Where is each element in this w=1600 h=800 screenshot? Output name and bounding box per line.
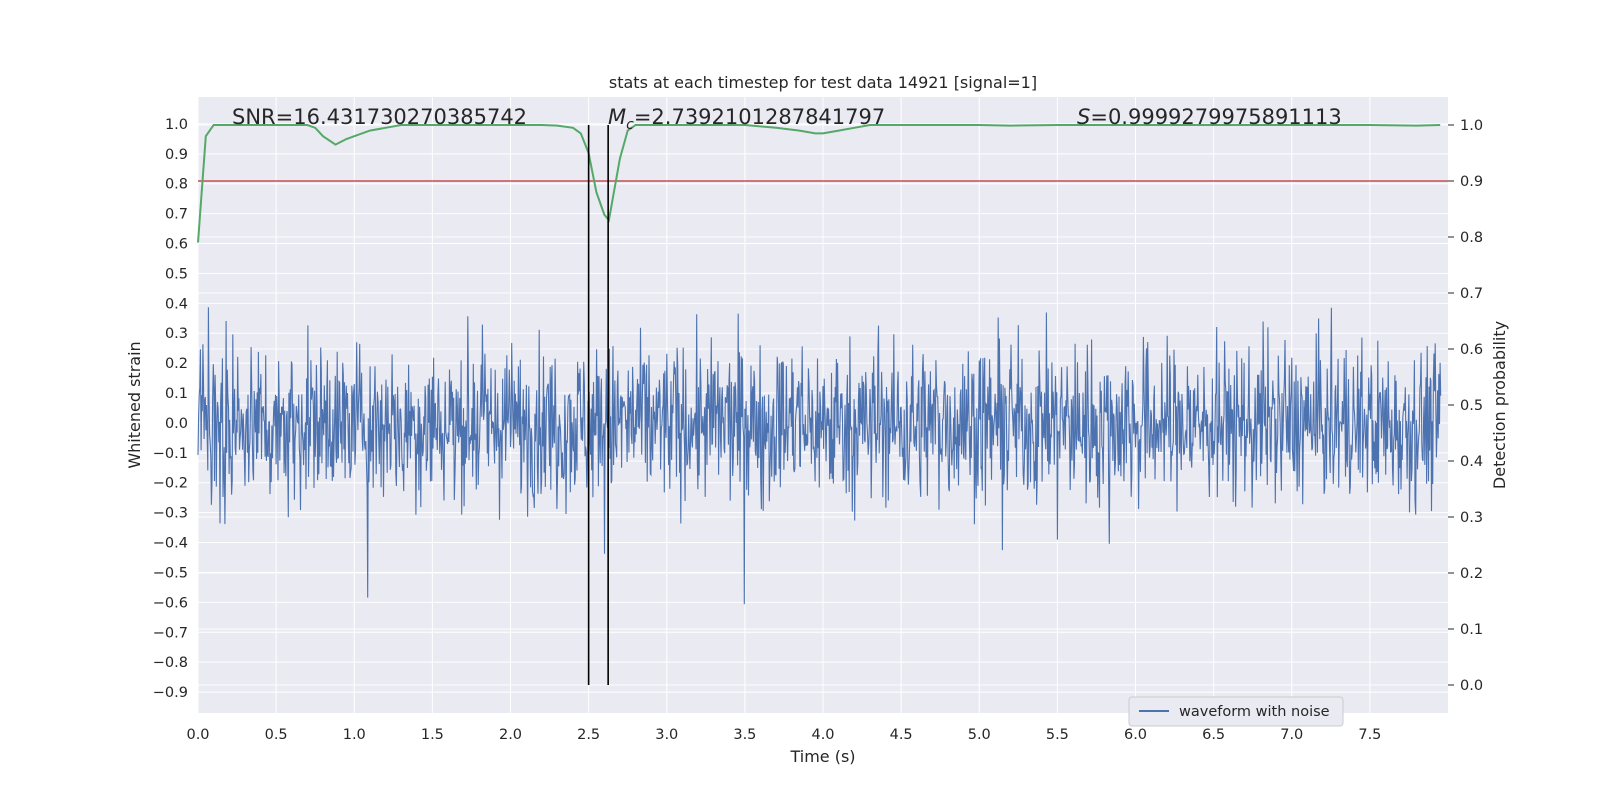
y-tick-label: 0.9 xyxy=(165,147,188,163)
y2-axis-label: Detection probability xyxy=(1490,321,1509,489)
x-tick-label: 4.0 xyxy=(811,727,834,743)
y-tick-label: 0.1 xyxy=(165,386,188,402)
chirp-mass-symbol: M xyxy=(608,105,626,129)
x-tick-label: 0.0 xyxy=(186,727,209,743)
waveform-series xyxy=(197,307,1442,605)
x-tick-label: 6.0 xyxy=(1124,727,1147,743)
y2-tick-label: 0.5 xyxy=(1460,398,1483,414)
statistic-symbol: S xyxy=(1077,105,1090,129)
x-tick-label: 1.5 xyxy=(421,727,444,743)
y-tick-label: 0.2 xyxy=(165,356,188,372)
y-tick-label: −0.2 xyxy=(153,476,188,492)
statistic-value: =0.9999279975891113 xyxy=(1090,105,1341,129)
y-tick-label: −0.9 xyxy=(153,685,188,701)
y2-tick-label: 0.4 xyxy=(1460,454,1483,470)
y2-tick-label: 1.0 xyxy=(1460,118,1483,134)
y-tick-label: −0.8 xyxy=(153,655,188,671)
x-tick-label: 6.5 xyxy=(1202,727,1225,743)
y-tick-label: 0.4 xyxy=(165,296,188,312)
y2-tick-label: 0.9 xyxy=(1460,174,1483,190)
x-tick-label: 2.0 xyxy=(499,727,522,743)
y-tick-label: −0.6 xyxy=(153,595,188,611)
y2-tick-label: 0.2 xyxy=(1460,566,1483,582)
grid xyxy=(197,97,1448,713)
x-tick-label: 0.5 xyxy=(265,727,288,743)
y-tick-label: −0.1 xyxy=(153,446,188,462)
y2-tick-label: 0.8 xyxy=(1460,230,1483,246)
statistic-annotation: S=0.9999279975891113 xyxy=(1077,105,1342,129)
chirp-mass-value: =2.7392101287841797 xyxy=(634,105,885,129)
y-tick-label: 1.0 xyxy=(165,117,188,133)
x-tick-label: 7.0 xyxy=(1280,727,1303,743)
marker-lines xyxy=(587,125,609,685)
x-tick-label: 4.5 xyxy=(890,727,913,743)
y-tick-label: 0.7 xyxy=(165,207,188,223)
y-tick-label: 0.6 xyxy=(165,237,188,253)
x-tick-label: 7.5 xyxy=(1358,727,1381,743)
legend: waveform with noise xyxy=(1128,696,1344,727)
y-tick-label: 0.3 xyxy=(165,326,188,342)
y2-tick-label: 0.3 xyxy=(1460,510,1483,526)
chirp-mass-annotation: Mc=2.7392101287841797 xyxy=(608,105,885,133)
y2-tick-label: 0.6 xyxy=(1460,342,1483,358)
x-tick-label: 3.5 xyxy=(733,727,756,743)
y-tick-label: −0.3 xyxy=(153,506,188,522)
x-axis-ticks: 0.0 0.5 1.0 1.5 2.0 2.5 3.0 3.5 4.0 4.5 5.0 5.5 6.0 6… xyxy=(186,727,1381,743)
snr-annotation: SNR=16.431730270385742 xyxy=(232,105,527,129)
x-tick-label: 3.0 xyxy=(655,727,678,743)
chirp-mass-subscript: c xyxy=(626,117,634,133)
y-tick-label: −0.7 xyxy=(153,625,188,641)
y-tick-label: 0.0 xyxy=(165,416,188,432)
x-axis-label: Time (s) xyxy=(789,747,855,766)
chart-title: stats at each timestep for test data 149… xyxy=(609,73,1037,92)
y-axis-label: Whitened strain xyxy=(125,341,144,468)
y-axis-ticks: −0.9 −0.8 −0.7 −0.6 −0.5 −0.4 −0.3 −0.2 −0.1 0.0 0… xyxy=(153,117,188,701)
y-tick-label: −0.5 xyxy=(153,565,188,581)
x-tick-label: 2.5 xyxy=(577,727,600,743)
waveform-line xyxy=(197,307,1442,605)
probability-series-line xyxy=(197,124,1441,243)
x-tick-label: 5.0 xyxy=(968,727,991,743)
legend-box xyxy=(1128,696,1344,727)
y2-tick-label: 0.7 xyxy=(1460,286,1483,302)
y-tick-label: 0.5 xyxy=(165,266,188,282)
y2-axis-ticks: 0.0 0.1 0.2 0.3 0.4 0.5 0.6 0.7 0.8 0.9 1.0 xyxy=(1448,118,1483,694)
y-tick-label: 0.8 xyxy=(165,177,188,193)
y-tick-label: −0.4 xyxy=(153,536,188,552)
legend-label-waveform: waveform with noise xyxy=(1179,704,1330,720)
y2-tick-label: 0.1 xyxy=(1460,622,1483,638)
x-tick-label: 5.5 xyxy=(1046,727,1069,743)
y2-tick-label: 0.0 xyxy=(1460,678,1483,694)
x-tick-label: 1.0 xyxy=(343,727,366,743)
